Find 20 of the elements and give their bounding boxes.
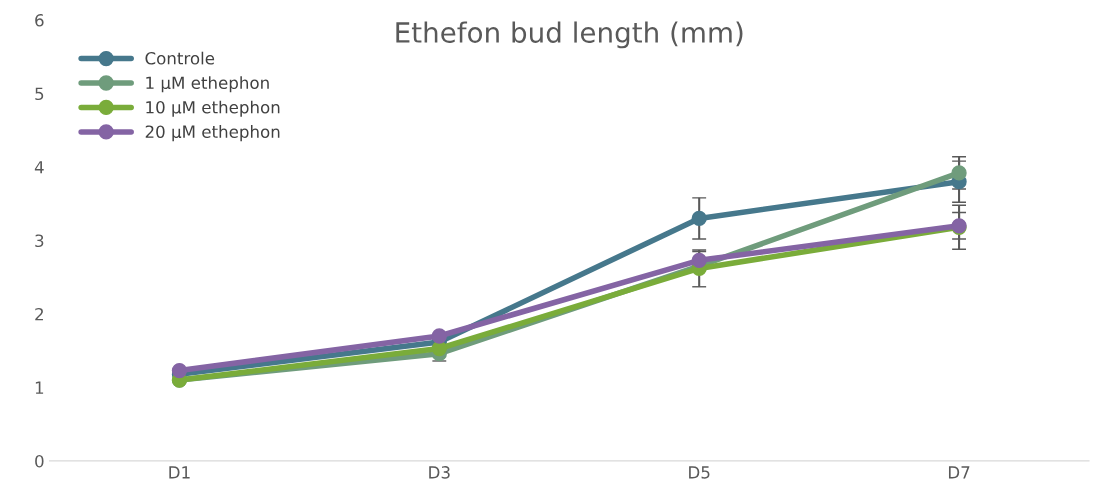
y-tick-label: 0: [35, 454, 44, 468]
legend-label: 10 µM ethephon: [146, 100, 280, 117]
legend-label: 1 µM ethephon: [146, 76, 269, 93]
x-tick-label: D1: [169, 466, 190, 479]
y-tick-label: 4: [34, 161, 44, 174]
x-tick-label: D5: [689, 466, 710, 479]
y-tick-label: 2: [35, 307, 43, 321]
y-tick-label: 3: [35, 234, 44, 248]
chart-title: Ethefon bud length (mm): [396, 21, 743, 49]
legend-label: Controle: [145, 51, 215, 65]
point: [951, 165, 967, 181]
y-tick-label: 5: [35, 87, 44, 101]
point: [171, 362, 188, 379]
point: [691, 210, 707, 227]
x-tick-label: D3: [429, 466, 450, 479]
legend-label: 20 µM ethephon: [145, 125, 280, 142]
y-tick-label: 1: [35, 381, 44, 394]
y-tick-label: 6: [35, 14, 44, 27]
point: [431, 328, 447, 344]
x-tick-label: D7: [948, 466, 970, 479]
